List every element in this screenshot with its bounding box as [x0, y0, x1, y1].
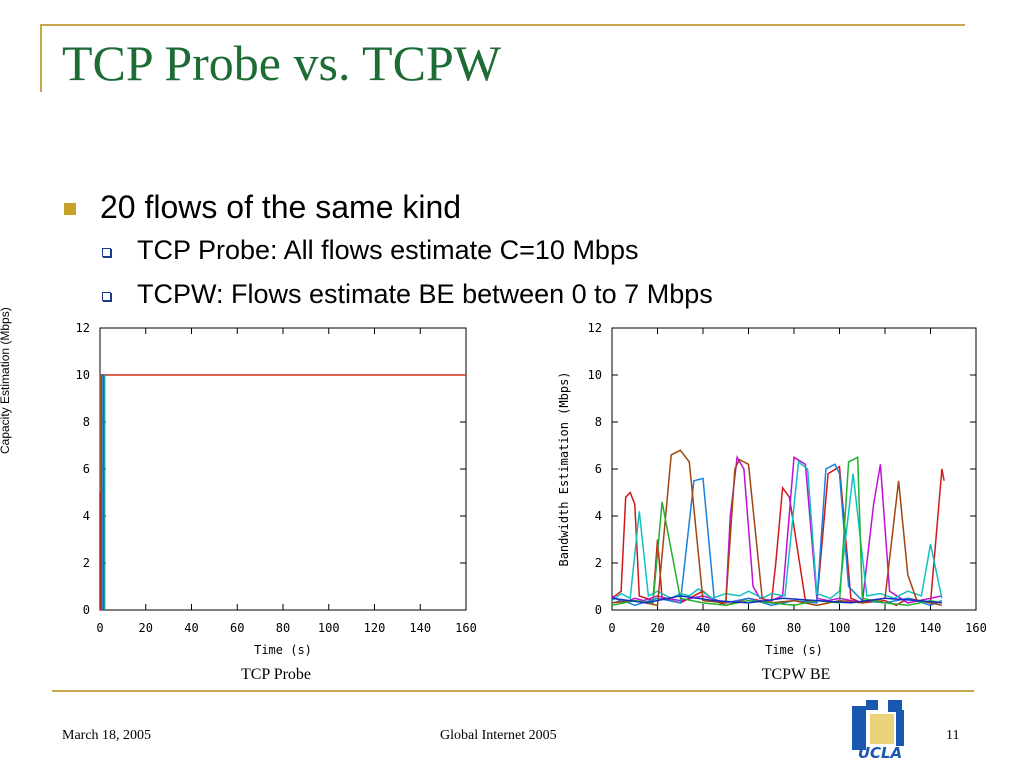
series-line-3	[611, 460, 943, 602]
x-tick-label: 80	[787, 621, 801, 635]
y-tick-label: 8	[595, 415, 602, 429]
sub-bullet-text-probe: TCP Probe: All flows estimate C=10 Mbps	[137, 235, 639, 265]
slide-title: TCP Probe vs. TCPW	[62, 35, 501, 91]
footer-title: Global Internet 2005	[440, 728, 557, 743]
y-tick-label: 2	[83, 556, 90, 570]
sub-bullet-text-tcpw: TCPW: Flows estimate BE between 0 to 7 M…	[137, 279, 713, 309]
x-tick-label: 40	[696, 621, 710, 635]
x-tick-label: 60	[230, 621, 244, 635]
x-tick-label: 140	[409, 621, 431, 635]
y-axis-label: Bandwidth Estimation (Mbps)	[557, 371, 571, 566]
y-tick-label: 6	[83, 462, 90, 476]
ucla-logo: UCLA	[848, 696, 912, 764]
x-tick-label: 40	[184, 621, 198, 635]
y-tick-label: 6	[595, 462, 602, 476]
bullet-text-main: 20 flows of the same kind	[100, 189, 462, 225]
series-line-5	[611, 456, 943, 607]
x-tick-label: 80	[276, 621, 290, 635]
series-line-1	[101, 374, 103, 610]
x-axis-label: Time (s)	[254, 643, 312, 657]
y-tick-label: 10	[76, 368, 90, 382]
chart-tcpw-be: 0 2 4 6 8 10 12 0 20 40 60 80 100 120 140 160 Time (s) Ba…	[540, 318, 1010, 662]
x-tick-label: 100	[318, 621, 340, 635]
x-tick-label: 20	[650, 621, 664, 635]
y-tick-label: 4	[83, 509, 90, 523]
y-tick-label: 10	[588, 368, 602, 382]
caption-tcp-probe: TCP Probe	[240, 666, 312, 683]
y-tick-label: 8	[83, 415, 90, 429]
series-line-2	[611, 463, 943, 607]
x-tick-label: 120	[364, 621, 386, 635]
y-tick-label: 4	[595, 509, 602, 523]
x-tick-label: 160	[455, 621, 477, 635]
y-tick-label: 12	[76, 321, 90, 335]
series-line-6	[611, 595, 942, 604]
y-axis-label-capacity: Capacity Estimation (Mbps)	[0, 307, 12, 454]
y-tick-label: 12	[588, 321, 602, 335]
hollow-square-bullet-icon	[102, 248, 111, 257]
chart-tcp-probe: 0 2 4 6 8 10 12 0 20 40 60 80 100 120 140 160 Time (s)	[36, 318, 496, 662]
page-number: 11	[946, 728, 960, 743]
footer-date: March 18, 2005	[62, 728, 152, 743]
series-line-4	[611, 449, 943, 607]
x-tick-label: 160	[965, 621, 987, 635]
sub-bullet-item-tcpw: TCPW: Flows estimate BE between 0 to 7 M…	[60, 272, 960, 316]
plot-frame	[99, 327, 467, 611]
svg-text:UCLA: UCLA	[858, 744, 902, 762]
x-tick-label: 120	[874, 621, 896, 635]
bullet-list: 20 flows of the same kind TCP Probe: All…	[60, 186, 960, 316]
square-bullet-icon	[64, 203, 76, 215]
hollow-square-bullet-icon	[102, 292, 111, 301]
x-tick-label: 60	[741, 621, 755, 635]
caption-tcpw-be: TCPW BE	[761, 666, 831, 683]
x-axis-label: Time (s)	[765, 643, 823, 657]
header-accent-bar	[40, 26, 42, 92]
series-line-0	[100, 374, 466, 611]
plot-frame	[611, 327, 977, 611]
sub-bullet-item-probe: TCP Probe: All flows estimate C=10 Mbps	[60, 228, 960, 272]
x-tick-label: 0	[608, 621, 615, 635]
y-tick-label: 0	[83, 603, 90, 617]
y-tick-label: 0	[595, 603, 602, 617]
x-tick-label: 0	[96, 621, 103, 635]
y-tick-label: 2	[595, 556, 602, 570]
x-tick-label: 100	[829, 621, 851, 635]
footer-rule	[52, 690, 974, 692]
header-rule	[40, 24, 965, 26]
x-tick-label: 140	[920, 621, 942, 635]
x-tick-label: 20	[139, 621, 153, 635]
bullet-item-main: 20 flows of the same kind	[60, 186, 960, 228]
series-line-0	[611, 465, 945, 607]
